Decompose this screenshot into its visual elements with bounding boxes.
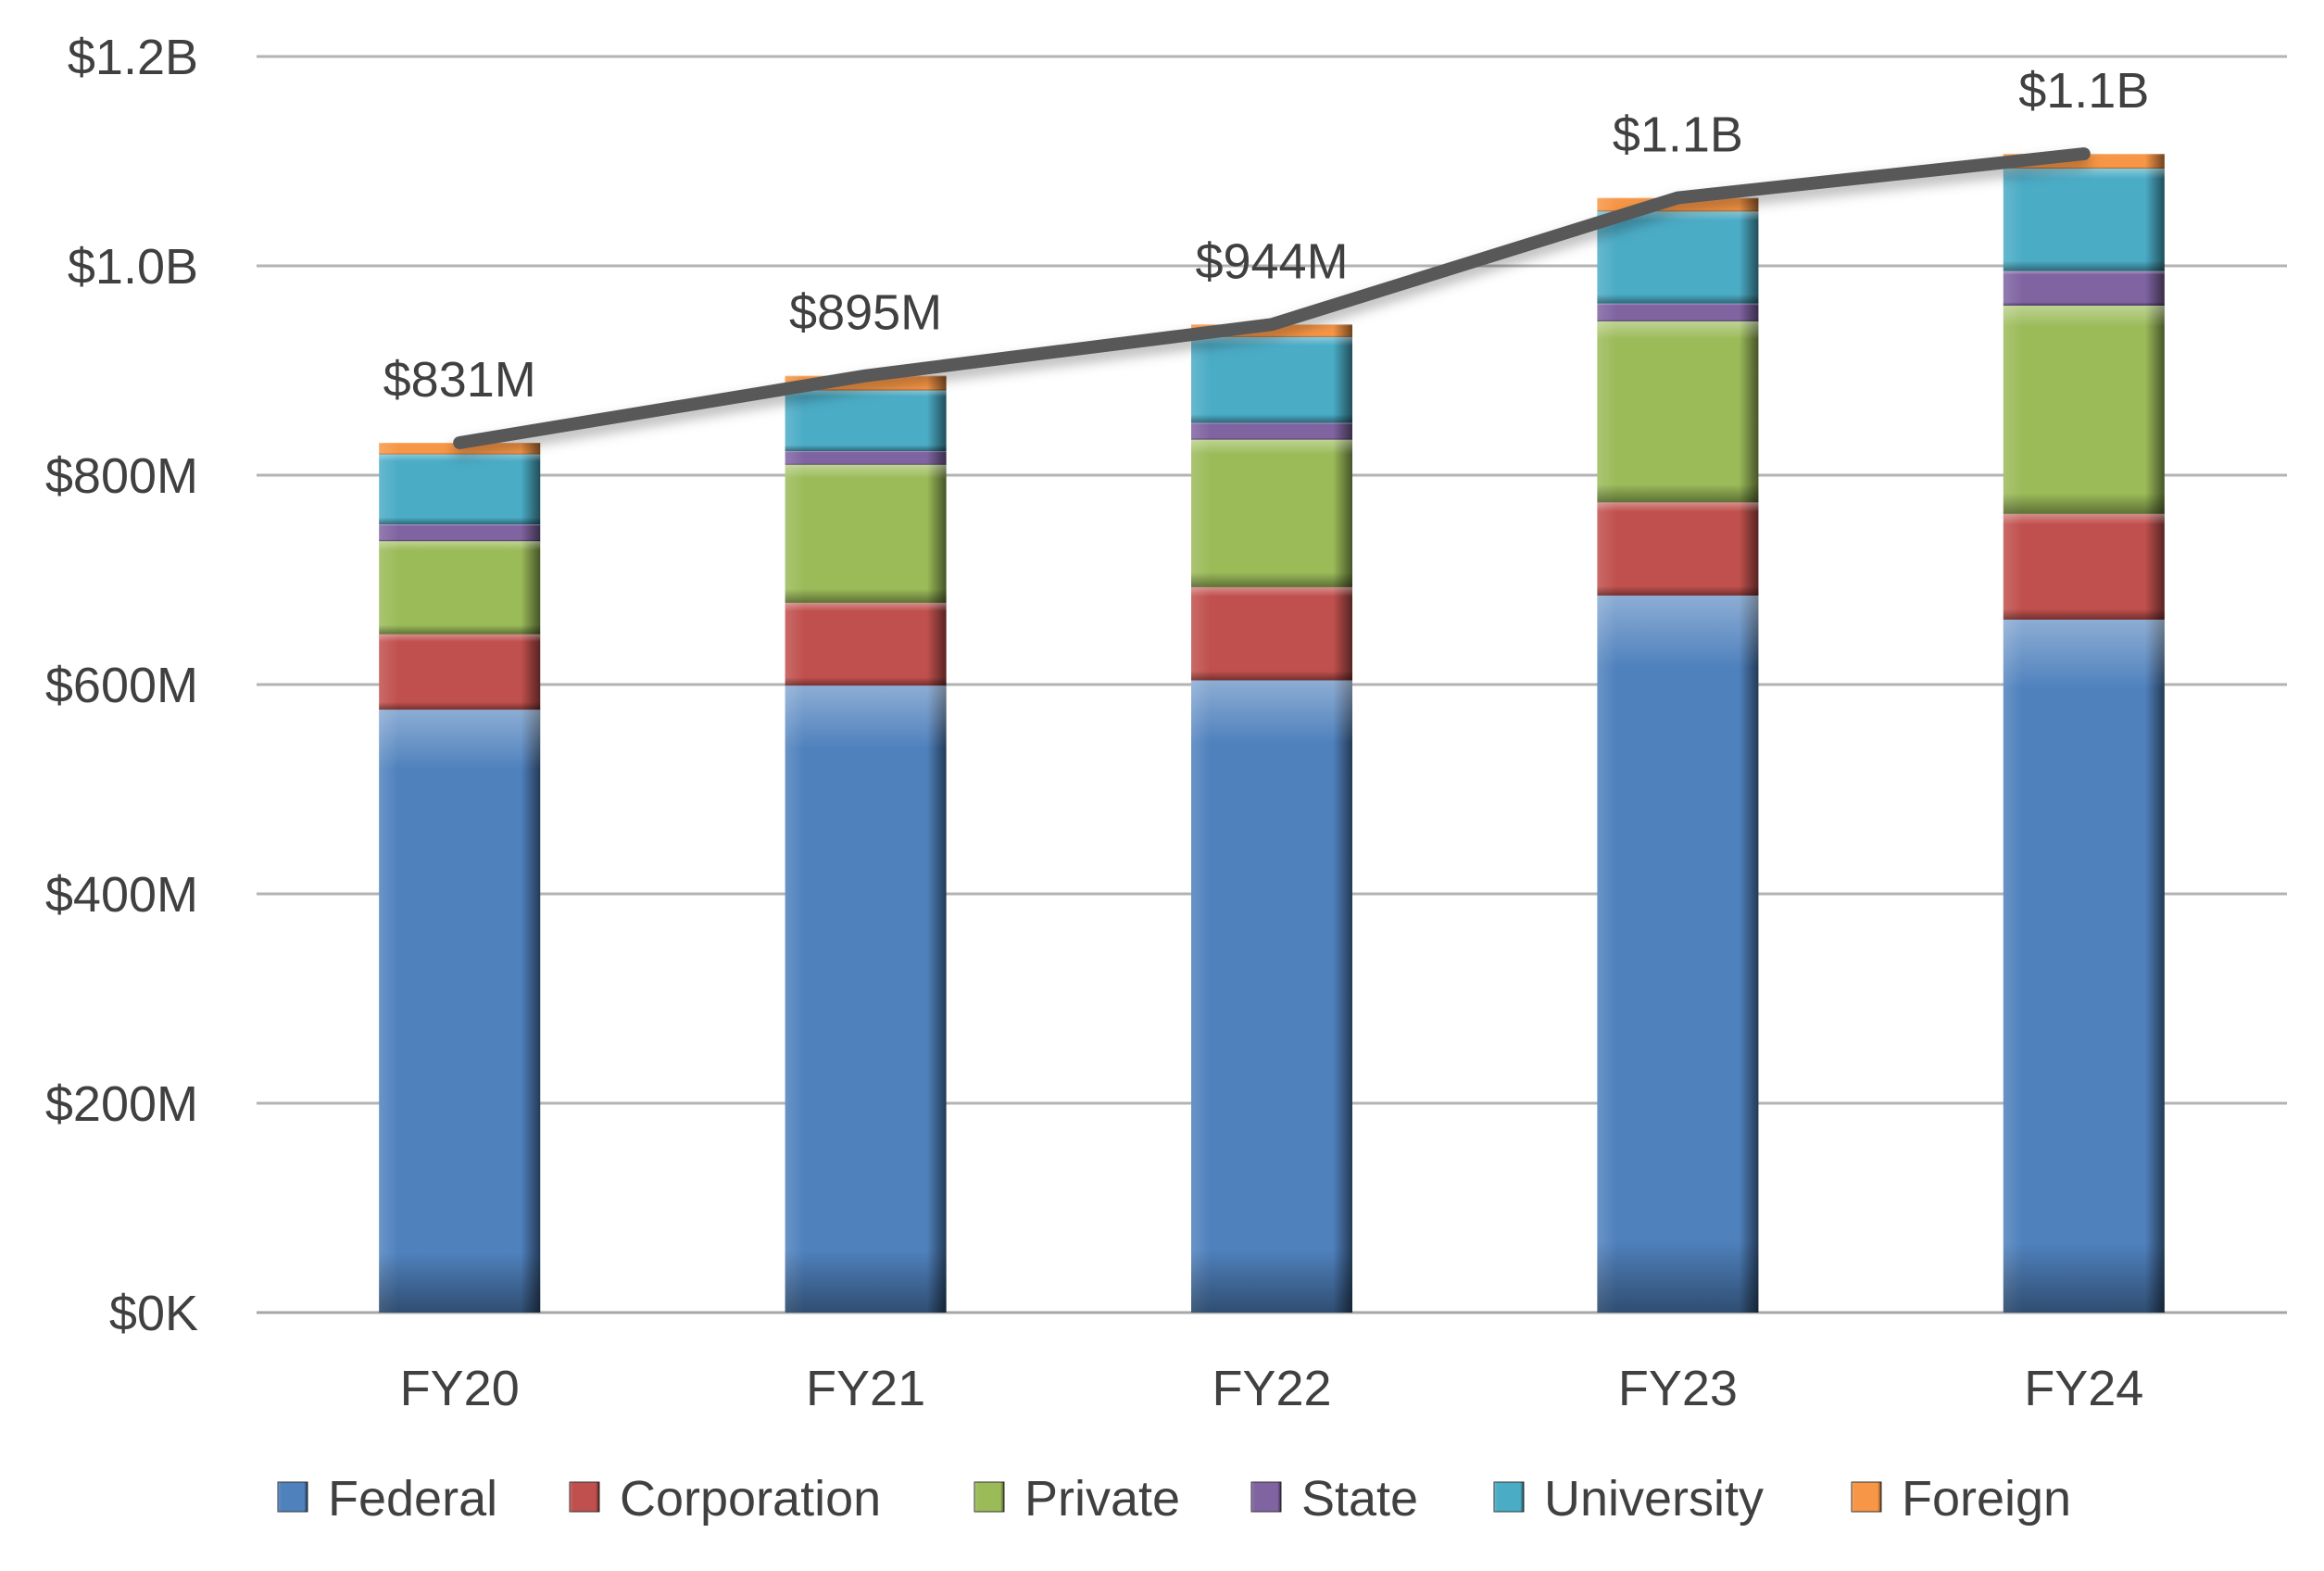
x-tick-label: FY24 [2024,1361,2143,1416]
bar-segment-shade [379,710,541,1313]
bar-segment-shade [2003,168,2165,271]
total-data-label: $895M [789,285,942,341]
bar-segment-shade [2003,513,2165,620]
legend-swatch-shade [278,1482,308,1512]
bar-segment-shade [379,454,541,525]
legend-item-foreign: Foreign [1851,1471,2071,1527]
total-line-point [864,374,867,377]
legend-swatch-shade [1852,1482,1881,1512]
legend-label: Corporation [620,1471,881,1527]
total-line-point [459,441,461,444]
y-tick-label: $1.2B [68,30,198,85]
y-tick-label: $800M [45,448,198,504]
bar-stack [1597,197,1759,1313]
legend-swatch-shade [570,1482,599,1512]
bar-stack [1191,324,1352,1313]
bar-segment-shade [1597,502,1759,596]
legend-item-state: State [1250,1471,1418,1527]
bar-segment-shade [1597,320,1759,503]
legend-item-university: University [1493,1471,1764,1527]
bar-segment-shade [1191,422,1352,440]
x-tick-label: FY23 [1618,1361,1738,1416]
total-line-layer [453,147,2091,449]
bar-segment-shade [2003,270,2165,306]
x-tick-label: FY20 [400,1361,520,1416]
legend-item-private: Private [974,1471,1180,1527]
legend-label: University [1544,1471,1764,1527]
bar-segment-shade [2003,619,2165,1313]
bar-segment-shade [1597,595,1759,1313]
total-line-point [1271,323,1273,326]
bar-segment-shade [379,524,541,542]
legend-item-federal: Federal [277,1471,497,1527]
y-tick-label: $1.0B [68,239,198,295]
legend-item-corporation: Corporation [569,1471,881,1527]
bar-segment-shade [1191,680,1352,1313]
y-tick-label: $0K [109,1286,198,1341]
total-line-point [2082,153,2085,156]
bar-segment-shade [1191,439,1352,587]
legend-swatch-shade [1251,1482,1281,1512]
legend-label: Federal [328,1471,497,1527]
total-data-label: $1.1B [1613,107,1743,163]
total-data-label: $944M [1195,233,1348,289]
y-axis-tick-labels: $0K $200M $400M $600M $800M $1.0B $1.2B [45,30,198,1341]
bar-segment-shade [2003,305,2165,514]
y-tick-label: $200M [45,1076,198,1132]
x-tick-label: FY21 [806,1361,925,1416]
legend-swatch-shade [974,1482,1004,1512]
bar-segment-shade [379,541,541,635]
x-tick-label: FY22 [1212,1361,1331,1416]
bar-segment-shade [379,634,541,710]
y-tick-label: $400M [45,867,198,923]
bar-segment-shade [785,390,947,452]
legend-swatch-shade [1494,1482,1524,1512]
bar-segment-shade [1191,336,1352,423]
total-data-label: $831M [383,352,536,408]
legend-label: Private [1024,1471,1180,1527]
bar-segment-shade [1597,303,1759,321]
stacked-bars [379,154,2165,1313]
bar-segment-shade [785,685,947,1313]
bar-segment-shade [1191,586,1352,681]
total-line-point [1677,196,1679,199]
bar-segment-shade [1597,211,1759,304]
bar-stack [785,375,947,1313]
bar-segment-shade [785,451,947,465]
legend-label: State [1301,1471,1418,1527]
legend: Federal Corporation Private State University… [277,1471,2071,1527]
bar-segment-shade [785,602,947,686]
x-axis-tick-labels: FY20 FY21 FY22 FY23 FY24 [400,1361,2144,1416]
y-tick-label: $600M [45,658,198,713]
data-labels: $831M $895M $944M $1.1B $1.1B [383,63,2150,408]
legend-label: Foreign [1902,1471,2071,1527]
total-data-label: $1.1B [2018,63,2149,119]
bar-segment-shade [785,464,947,603]
bar-stack [379,442,541,1313]
bar-stack [2003,154,2165,1313]
